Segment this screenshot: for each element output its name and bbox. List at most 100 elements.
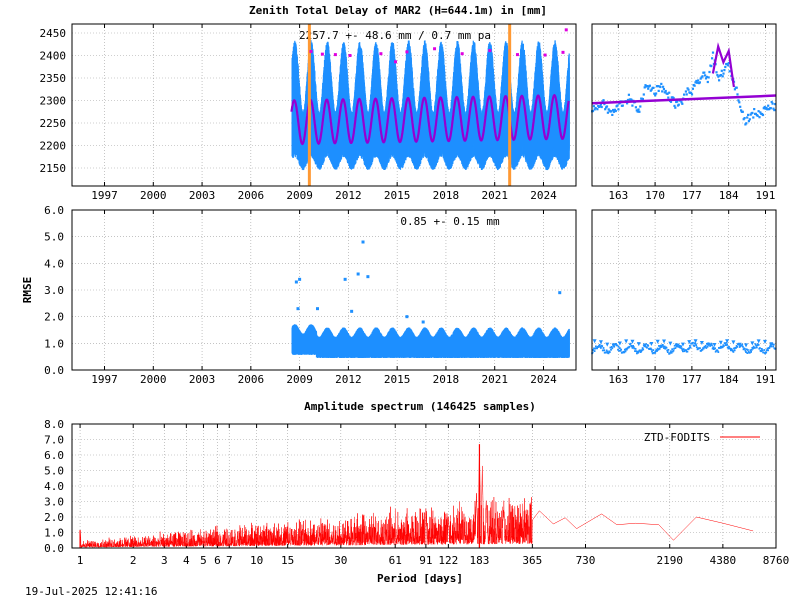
chart-title: Zenith Total Delay of MAR2 (H=644.1m) in… — [249, 4, 547, 17]
ztd-zoom-observation-point — [736, 93, 738, 95]
ztd-outlier-point — [321, 53, 324, 56]
x-tick-label: 2003 — [189, 189, 216, 202]
ztd-zoom-observation-point — [638, 111, 640, 113]
ztd-zoom-model-excursion — [713, 47, 734, 88]
ztd-zoom-observation-point — [649, 85, 651, 87]
ztd-zoom-observation-point — [663, 88, 665, 90]
ztd-zoom-observation-point — [736, 87, 738, 89]
y-tick-label: 2.0 — [44, 311, 64, 324]
ztd-zoom-observation-point — [662, 86, 664, 88]
y-tick-label: 1.0 — [44, 337, 64, 350]
ztd-zoom-observation-point — [727, 64, 729, 66]
y-tick-label: 2250 — [40, 117, 67, 130]
x-tick-label: 177 — [682, 189, 702, 202]
ztd-zoom-observation-point — [606, 105, 608, 107]
x-tick-label: 184 — [719, 189, 739, 202]
y-tick-label: 3.0 — [44, 284, 64, 297]
ztd-outlier-point — [461, 52, 464, 55]
ztd-zoom-observation-point — [686, 93, 688, 95]
y-tick-label: 2300 — [40, 95, 67, 108]
ztd-outlier-point — [309, 50, 312, 53]
x-tick-label: 2000 — [140, 373, 167, 386]
ztd-zoom-observation-point — [742, 111, 744, 113]
ztd-zoom-observation-point — [739, 106, 741, 108]
y-tick-label: 0.0 — [44, 364, 64, 377]
ztd-zoom-plot-frame — [592, 24, 776, 186]
ztd-zoom-observation-point — [699, 81, 701, 83]
ztd-zoom-observation-point — [752, 116, 754, 118]
ztd-zoom-observation-point — [660, 83, 662, 85]
x-tick-label: 2006 — [238, 373, 265, 386]
x-tick-label: 2003 — [189, 373, 216, 386]
x-tick-label: 2009 — [286, 373, 313, 386]
ztd-zoom-observation-point — [715, 71, 717, 73]
ztd-zoom-observation-point — [708, 71, 710, 73]
ztd-zoom-observation-point — [710, 65, 712, 67]
ztd-zoom-observation-point — [718, 79, 720, 81]
x-tick-label: 2021 — [481, 189, 508, 202]
ztd-zoom-observation-point — [703, 72, 705, 74]
ztd-zoom-observation-point — [712, 52, 714, 54]
y-tick-label: 2150 — [40, 162, 67, 175]
rmse-statistics-annotation: 0.85 +- 0.15 mm — [400, 215, 500, 228]
ztd-zoom-observation-point — [723, 69, 725, 71]
ztd-zoom-observation-point — [692, 88, 694, 90]
ztd-zoom-observation-point — [622, 105, 624, 107]
ztd-outlier-point — [394, 60, 397, 63]
ztd-zoom-observation-point — [602, 99, 604, 101]
ztd-zoom-observation-point — [628, 94, 630, 96]
ztd-zoom-observation-point — [753, 108, 755, 110]
y-tick-label: 2200 — [40, 140, 67, 153]
ztd-zoom-observation-point — [694, 85, 696, 87]
ztd-outlier-point — [561, 51, 564, 54]
ztd-outlier-point — [565, 28, 568, 31]
ztd-outlier-point — [544, 54, 547, 57]
y-tick-label: 4.0 — [44, 257, 64, 270]
ztd-zoom-observation-point — [697, 79, 699, 81]
ztd-zoom-observation-point — [681, 103, 683, 105]
ztd-zoom-observation-point — [631, 105, 633, 107]
ztd-outlier-point — [349, 54, 352, 57]
ztd-zoom-observation-point — [772, 103, 774, 105]
ztd-zoom-observation-point — [758, 116, 760, 118]
ztd-zoom-observation-point — [637, 108, 639, 110]
x-tick-label: 2015 — [384, 373, 411, 386]
ztd-zoom-observation-point — [701, 75, 703, 77]
ztd-zoom-model-line — [592, 96, 776, 104]
ztd-zoom-observation-point — [661, 90, 663, 92]
ztd-zoom-observation-point — [711, 57, 713, 59]
spectrum-title: Amplitude spectrum (146425 samples) — [304, 400, 536, 413]
x-tick-label: 2006 — [238, 189, 265, 202]
x-tick-label: 2018 — [433, 373, 460, 386]
y-tick-label: 2350 — [40, 72, 67, 85]
ztd-zoom-observation-point — [665, 90, 667, 92]
y-tick-label: 5.0 — [44, 231, 64, 244]
x-tick-label: 2024 — [530, 373, 557, 386]
ztd-zoom-observation-point — [773, 109, 775, 111]
ztd-zoom-observation-point — [601, 106, 603, 108]
ztd-zoom-observation-point — [745, 122, 747, 124]
x-tick-label: 191 — [756, 189, 776, 202]
ztd-zoom-observation-point — [607, 112, 609, 114]
ztd-zoom-observation-point — [749, 118, 751, 120]
ztd-outlier-point — [405, 50, 408, 53]
ztd-zoom-observation-point — [643, 93, 645, 95]
ztd-zoom-observation-point — [615, 110, 617, 112]
ztd-zoom-observation-point — [668, 92, 670, 94]
x-tick-label: 2012 — [335, 189, 362, 202]
ztd-outlier-point — [516, 53, 519, 56]
x-tick-label: 2018 — [433, 189, 460, 202]
rmse-observation-series — [292, 324, 570, 358]
ztd-zoom-observation-point — [639, 105, 641, 107]
ztd-zoom-observation-point — [724, 66, 726, 68]
x-tick-label: 2024 — [530, 189, 557, 202]
ztd-zoom-observation-point — [708, 76, 710, 78]
ztd-zoom-observation-point — [596, 108, 598, 110]
ztd-zoom-observation-point — [685, 90, 687, 92]
ztd-statistics-annotation: 2257.7 +- 48.6 mm / 0.7 mm pa — [299, 29, 491, 42]
x-tick-label: 1997 — [91, 189, 118, 202]
